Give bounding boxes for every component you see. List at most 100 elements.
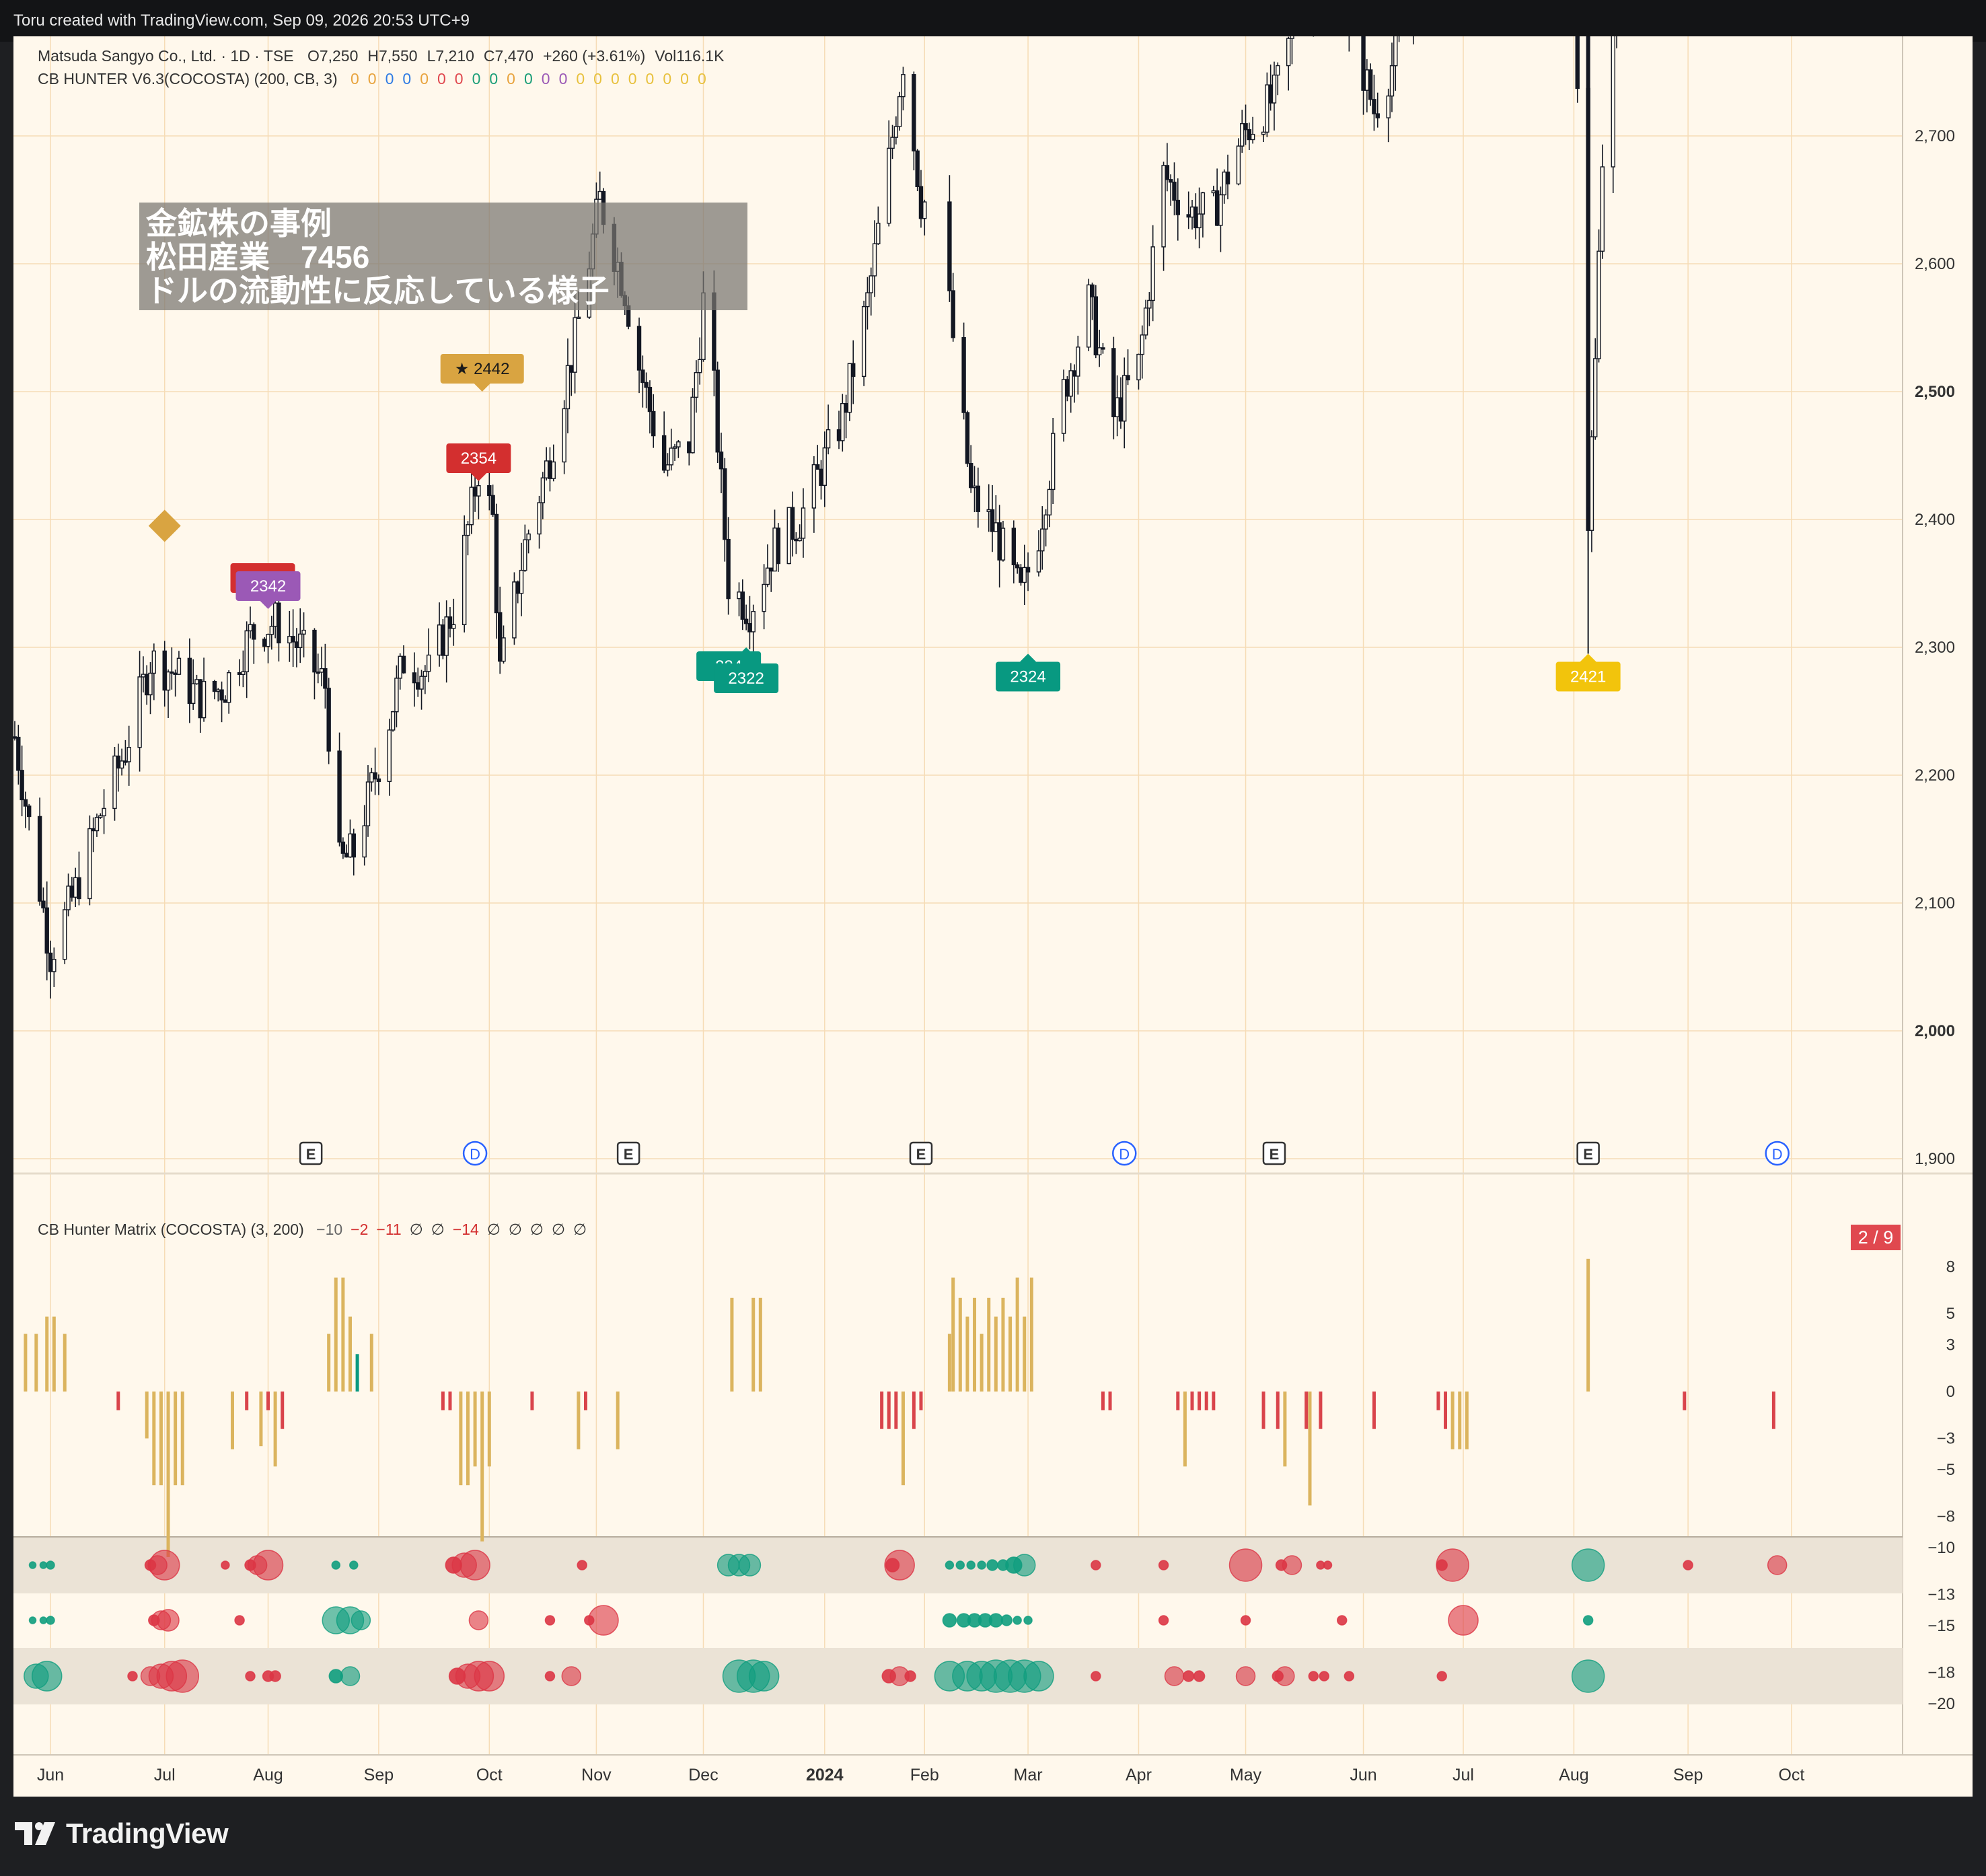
matrix-dot [474,1661,505,1692]
candle-body [126,747,131,762]
candle-body [116,755,120,769]
candle-body [426,654,431,672]
candle-body [1575,36,1580,89]
histogram-bar [987,1297,991,1392]
page-indicator-badge[interactable]: 2 / 9 [1851,1225,1901,1250]
candle-body [312,629,317,673]
earnings-event-icon [909,1141,933,1165]
candle-body [797,538,802,542]
indicator-title[interactable]: CB HUNTER V6.3(COCOSTA) (200, CB, 3) [38,70,338,87]
candle-body [123,760,128,763]
histogram-bar [245,1392,249,1410]
candle-body [519,569,524,594]
histogram-bar [1683,1392,1687,1410]
candle-body [344,853,349,858]
candle-body [44,907,49,954]
matrix-dot [1683,1560,1693,1571]
candle-body [851,363,856,377]
histogram-bar [259,1392,263,1447]
candle-body [390,711,396,731]
histogram-bar [1372,1392,1376,1429]
candle-body [1126,375,1130,381]
candle-body [1093,296,1099,356]
candle-body [690,396,695,454]
time-tick-label: Oct [1778,1766,1804,1784]
signal-label-pointer [260,601,277,609]
matrix-dot [942,1613,957,1628]
time-tick-label: Nov [581,1766,612,1784]
indicator-value: 0 [541,70,550,87]
candle-body [1268,84,1273,104]
indicator-value: 0 [385,70,394,87]
candle-body [811,464,817,509]
signal-label-text: 2322 [728,670,764,688]
candle-body [922,201,927,219]
matrix-dot [1158,1560,1169,1571]
ohlc-o: O7,250 [307,47,359,65]
matrix-dot [1164,1666,1185,1686]
candle-body [1150,246,1155,301]
candle-body [201,680,207,719]
candle-body [776,528,781,565]
chart-canvas[interactable]: 1,900 2,000 2,100 2,200 2,300 2,400 2,500 2,600… [13,36,1973,1797]
candle-body [636,326,642,371]
candle-body [672,446,677,449]
histogram-bar [266,1392,270,1410]
histogram-bar [1261,1392,1265,1429]
histogram-bar [63,1334,67,1392]
histogram-bar [973,1297,977,1392]
histogram-bar [947,1334,951,1392]
matrix-dot [39,1616,48,1624]
candle-body [176,657,182,675]
signal-label-pointer [1580,653,1596,662]
histogram-bar [958,1297,962,1392]
candle-body [840,402,845,441]
matrix-dot [1571,1659,1605,1693]
candle-body [1386,95,1391,118]
matrix-legend[interactable]: CB Hunter Matrix (COCOSTA) (3, 200) −10−… [38,1221,587,1239]
price-tick-label: 2,600 [1915,255,1955,273]
candle-body [1589,436,1594,531]
matrix-dot [1000,1614,1013,1626]
candle-body [640,369,645,384]
candle-body [1172,182,1177,201]
histogram-bar [583,1392,587,1410]
candle-body [1168,179,1173,183]
matrix-dot [252,1550,284,1581]
candle-body [447,616,453,629]
candle-body [91,828,96,832]
candle-body [23,799,28,807]
time-tick-label: Jun [37,1766,64,1784]
price-tick-label: 2,700 [1915,127,1955,145]
matrix-dot [31,1661,63,1692]
candle-body [523,539,527,571]
symbol-title[interactable]: Matsuda Sangyo Co., Ltd. · 1D · TSE [38,47,294,65]
chart-frame[interactable]: 1,900 2,000 2,100 2,200 2,300 2,400 2,500 2,600… [13,36,1973,1797]
histogram-bar [334,1277,338,1392]
tradingview-logo-icon [15,1822,55,1845]
histogram-bar [1108,1392,1112,1410]
note-annotation[interactable]: 金鉱株の事例 松田産業 7456 ドルの流動性に反応している様子 [139,203,747,310]
time-tick-label: Aug [253,1766,283,1784]
candle-body [119,760,124,769]
histogram-bar [116,1392,120,1410]
candle-body [287,636,292,644]
candle-body [494,513,499,614]
time-tick-label: 2024 [806,1766,844,1784]
symbol-legend[interactable]: Matsuda Sangyo Co., Ltd. · 1D · TSE O7,2… [38,47,724,65]
candle-body [1118,397,1124,422]
matrix-title[interactable]: CB Hunter Matrix (COCOSTA) (3, 200) [38,1221,304,1238]
candle-body [1147,299,1152,309]
candle-body [1036,550,1041,573]
candle-body [198,679,203,719]
matrix-dot [1571,1548,1605,1582]
indicator-value: 0 [437,70,446,87]
indicator-value: 0 [558,70,568,87]
matrix-dot [1228,1548,1263,1582]
indicator-value: 0 [507,70,515,87]
candle-body [1265,84,1270,133]
candle-body [647,386,653,412]
price-tick-label: 2,400 [1915,511,1955,529]
matrix-value: ∅ [508,1221,522,1238]
